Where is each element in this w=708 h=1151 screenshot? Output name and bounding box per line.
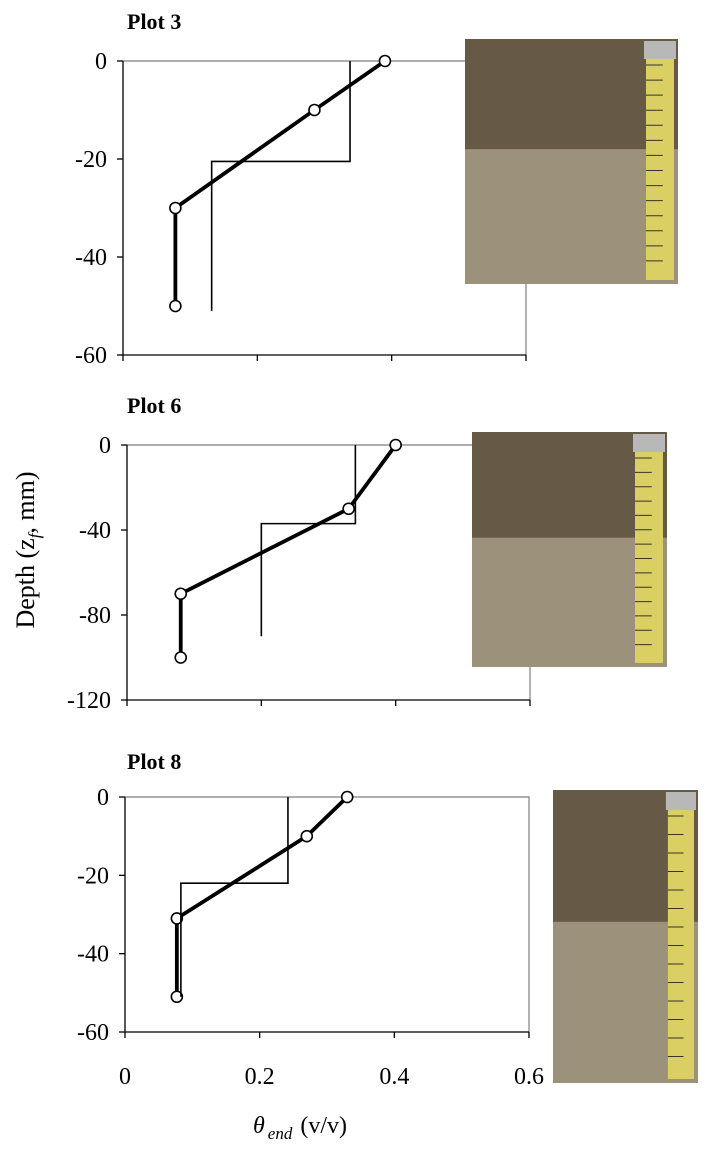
- y-axis-label: Depth (zf, mm): [11, 471, 44, 628]
- x-axis-label-symbol: θ: [253, 1113, 265, 1139]
- x-tick-label: 0: [119, 1064, 131, 1090]
- y-axis-label-unit: , mm): [11, 471, 40, 533]
- tape-clip: [665, 792, 696, 810]
- chart-panel-1: Plot 3 0 -20 -40 -60: [75, 9, 678, 369]
- y-tick-label: -40: [75, 245, 107, 271]
- y-tick-label: 0: [97, 785, 109, 811]
- x-tick-label: 0.4: [379, 1064, 409, 1090]
- data-point: [340, 790, 354, 804]
- chart-panel-2: Plot 6 0 -40 -80 -120: [67, 393, 667, 714]
- y-tick-label: 0: [95, 49, 107, 75]
- data-point: [308, 103, 321, 117]
- step-line: [210, 61, 351, 311]
- y-tick-label: -120: [67, 688, 111, 714]
- photo-bottom-soil: [472, 537, 667, 667]
- profile-line: [178, 443, 398, 658]
- soil-core-photo: [472, 432, 667, 667]
- measuring-tape: [646, 57, 674, 280]
- chart-title: Plot 8: [127, 749, 181, 774]
- y-tick-label: -60: [77, 1020, 109, 1046]
- photo-top-soil: [465, 39, 678, 150]
- y-axis-label-sub: f: [25, 531, 44, 538]
- data-point: [174, 651, 188, 664]
- y-tick-label: -40: [77, 942, 109, 968]
- x-axis-label: θ end (v/v): [253, 1113, 347, 1143]
- data-point: [169, 299, 182, 313]
- y-tick-label: -80: [79, 603, 111, 629]
- profile-line: [174, 795, 349, 997]
- chart-title: Plot 6: [127, 393, 181, 418]
- soil-core-photo: [465, 39, 678, 284]
- plot-frame: [127, 444, 531, 700]
- x-tick-label: 0.2: [245, 1064, 275, 1090]
- tape-clip: [644, 41, 676, 59]
- data-point: [378, 54, 392, 68]
- data-point: [300, 829, 314, 843]
- plot-frame: [125, 796, 530, 1032]
- step-line: [180, 797, 289, 997]
- x-axis-label-unit: (v/v): [300, 1113, 347, 1139]
- y-tick-label: 0: [99, 433, 111, 459]
- step-line: [260, 445, 357, 637]
- tape-clip: [633, 434, 665, 452]
- data-point: [170, 990, 184, 1004]
- y-tick-label: -20: [75, 147, 107, 173]
- x-axis-label-sub: end: [268, 1124, 293, 1143]
- soil-core-photo: [553, 790, 698, 1083]
- photo-bottom-soil: [465, 149, 678, 284]
- data-point: [342, 502, 355, 516]
- y-tick-label: -60: [75, 343, 107, 369]
- x-tick-label: 0.6: [514, 1064, 544, 1090]
- measuring-tape: [635, 450, 663, 663]
- y-axis-label-main: Depth (z: [11, 538, 40, 628]
- y-tick-label: -40: [79, 518, 111, 544]
- data-point: [174, 587, 188, 601]
- chart-title: Plot 3: [127, 9, 181, 34]
- data-point: [170, 912, 184, 925]
- chart-panel-3: Plot 8 0 -20 -40 -60 0 0.2 0.4 0.6: [77, 749, 698, 1090]
- y-tick-label: -20: [77, 863, 109, 889]
- data-point: [389, 438, 402, 452]
- data-point: [169, 201, 182, 215]
- profile-line: [173, 59, 387, 306]
